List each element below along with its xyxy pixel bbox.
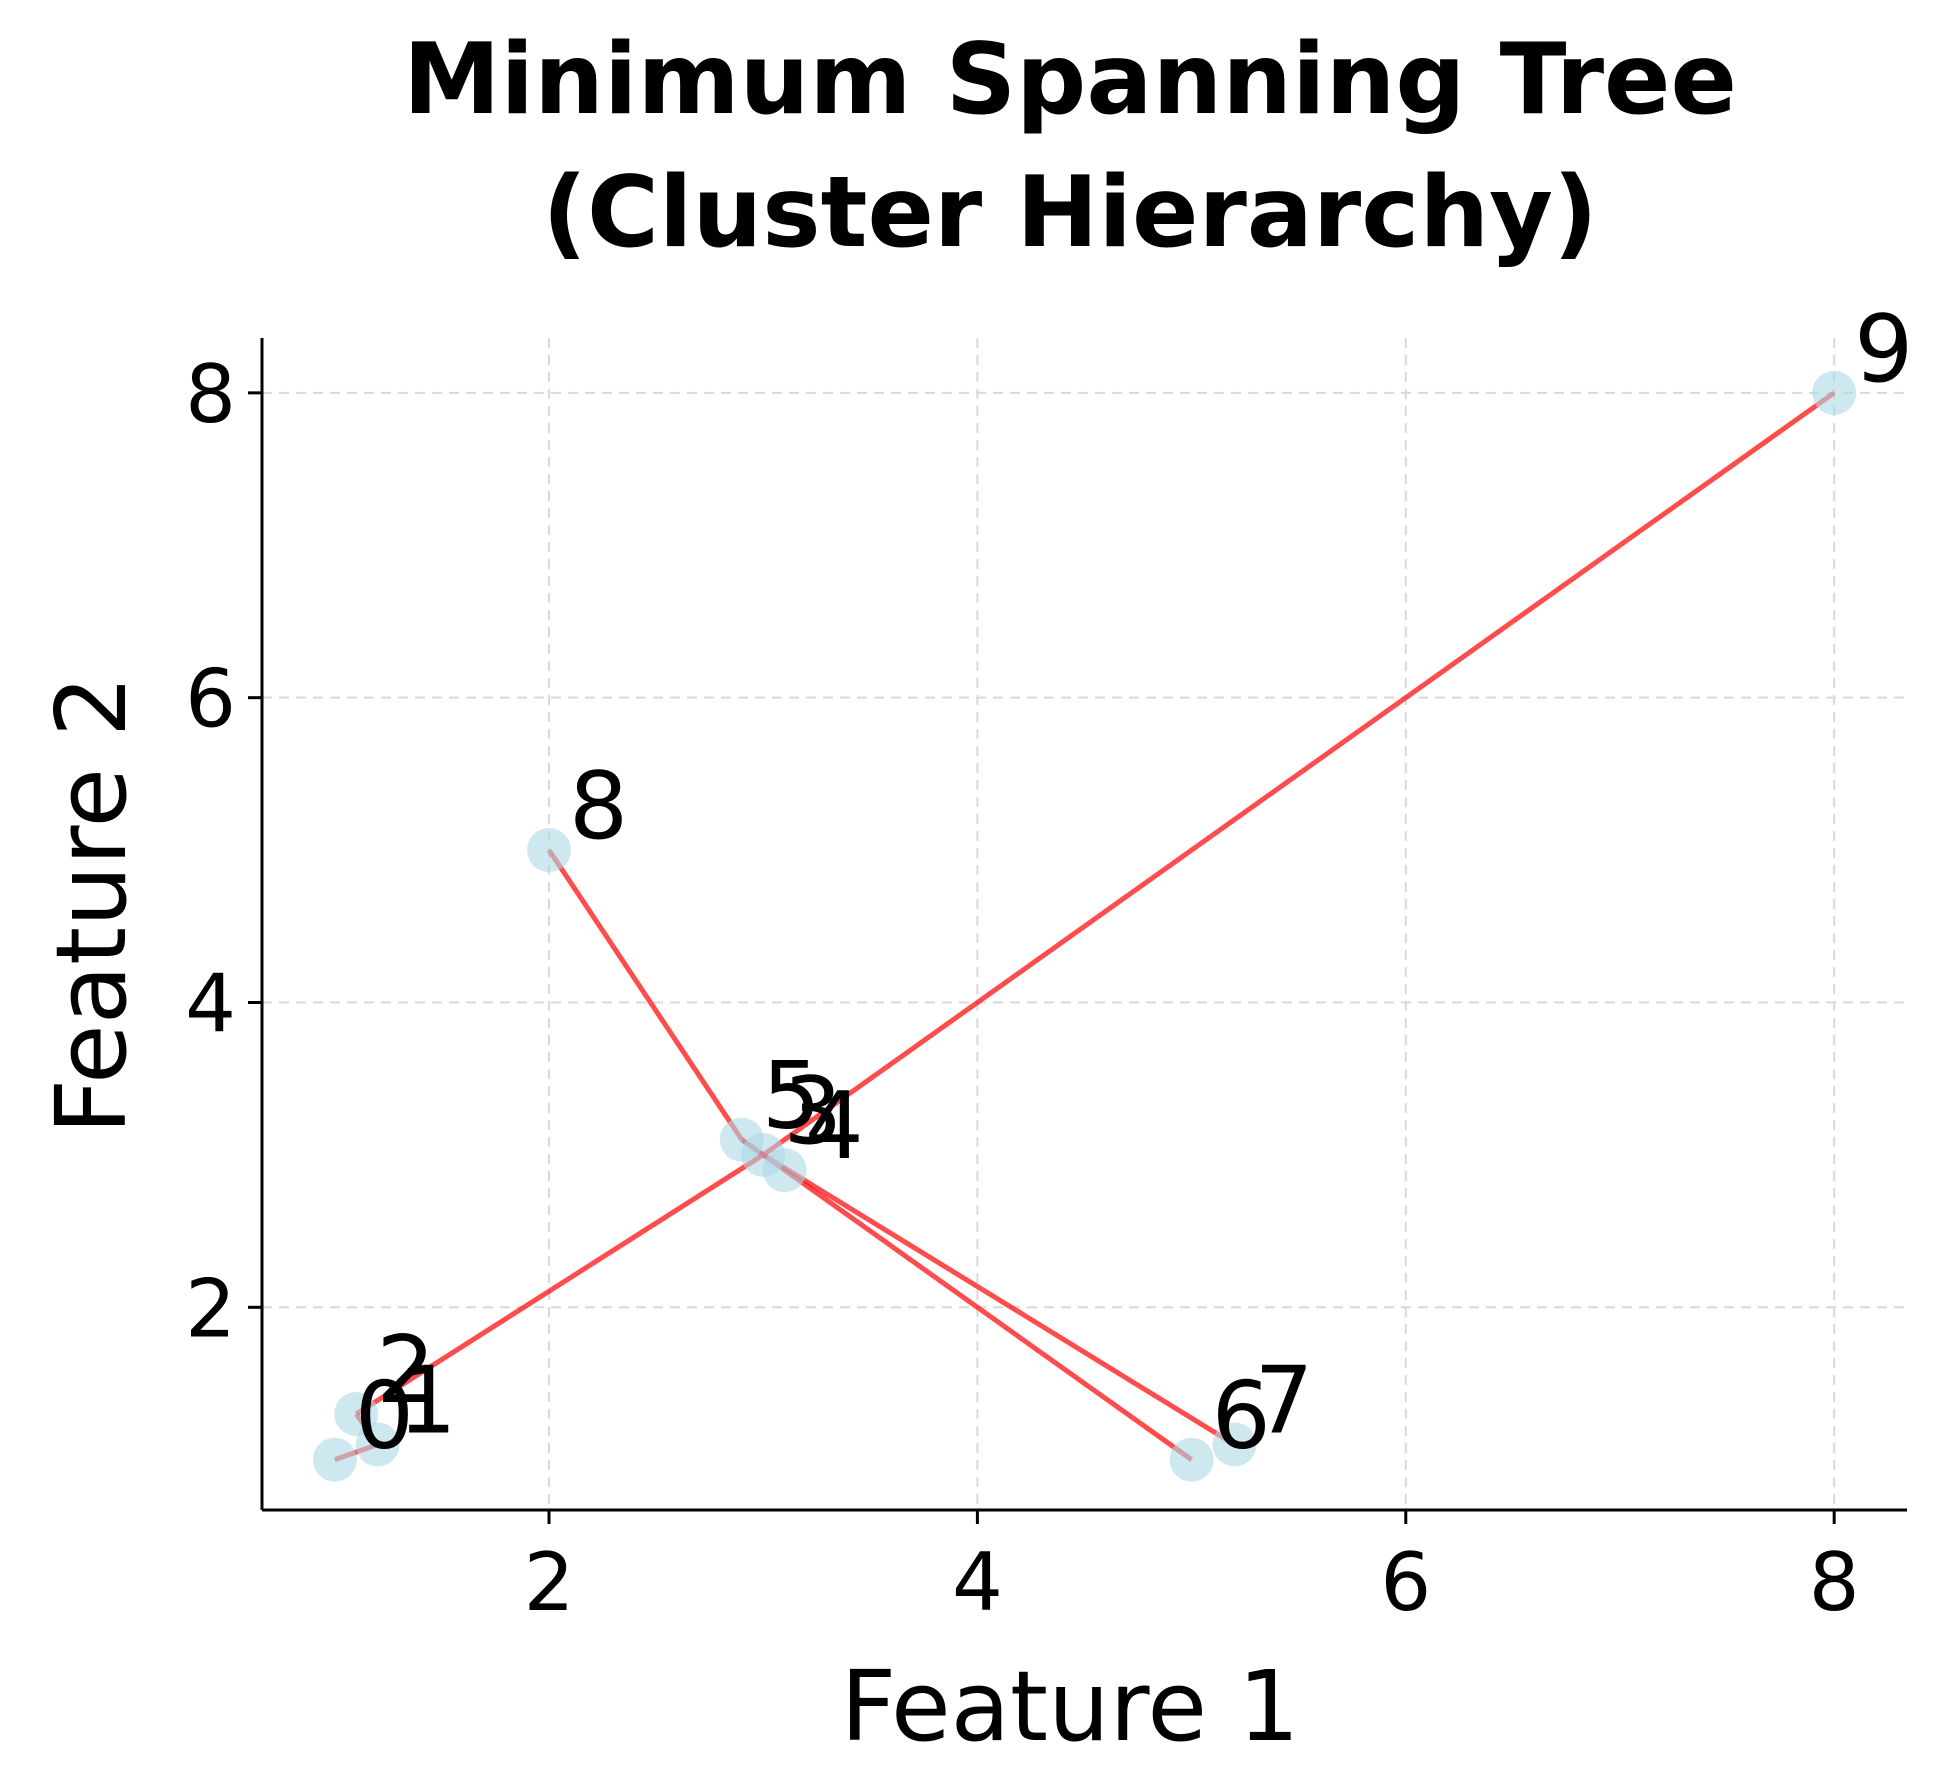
y-axis-label: Feature 2 [35,675,148,1134]
point-label-5: 5 [762,1042,821,1150]
data-points [312,370,1857,1482]
chart-title-line-1: Minimum Spanning Tree [403,23,1737,137]
y-tick-label-6: 6 [185,653,236,746]
data-point-8 [527,828,572,873]
data-point-1 [355,1422,400,1467]
x-tick-label-2: 2 [524,1536,575,1629]
x-tick-label-8: 8 [1809,1536,1860,1629]
mst-edge-5-6 [740,1137,1194,1462]
data-point-9 [1812,370,1857,415]
mst-edge-2-3 [354,1152,765,1417]
point-label-9: 9 [1854,295,1913,403]
point-label-4: 4 [805,1072,864,1180]
point-label-1: 1 [398,1346,457,1454]
data-point-7 [1212,1422,1257,1467]
point-label-0: 0 [355,1362,414,1470]
point-label-2: 2 [376,1316,435,1424]
data-point-2 [334,1391,379,1436]
data-point-0 [312,1437,357,1482]
point-label-8: 8 [569,752,628,860]
x-tick-label-6: 6 [1380,1536,1431,1629]
point-label-7: 7 [1254,1346,1313,1454]
mst-edge-5-8 [546,848,744,1142]
mst-edge-3-7 [761,1152,1236,1447]
chart-title: Minimum Spanning Tree (Cluster Hierarchy… [403,23,1737,270]
point-label-6: 6 [1212,1362,1271,1470]
chart-title-line-2: (Cluster Hierarchy) [542,156,1598,270]
mst-edge-3-9 [761,390,1836,1157]
grid [262,338,1907,1510]
axes: 2 4 6 8 2 4 6 8 [185,338,1907,1629]
data-point-4 [762,1148,807,1193]
data-point-5 [719,1117,764,1162]
data-point-6 [1169,1437,1214,1482]
x-axis-label: Feature 1 [840,1650,1299,1763]
y-tick-label-2: 2 [185,1262,236,1355]
y-tick-label-4: 4 [185,957,236,1050]
y-tick-label-8: 8 [185,348,236,441]
point-label-3: 3 [783,1057,842,1165]
x-tick-label-4: 4 [952,1536,1003,1629]
spanning-tree-edges [333,390,1836,1463]
